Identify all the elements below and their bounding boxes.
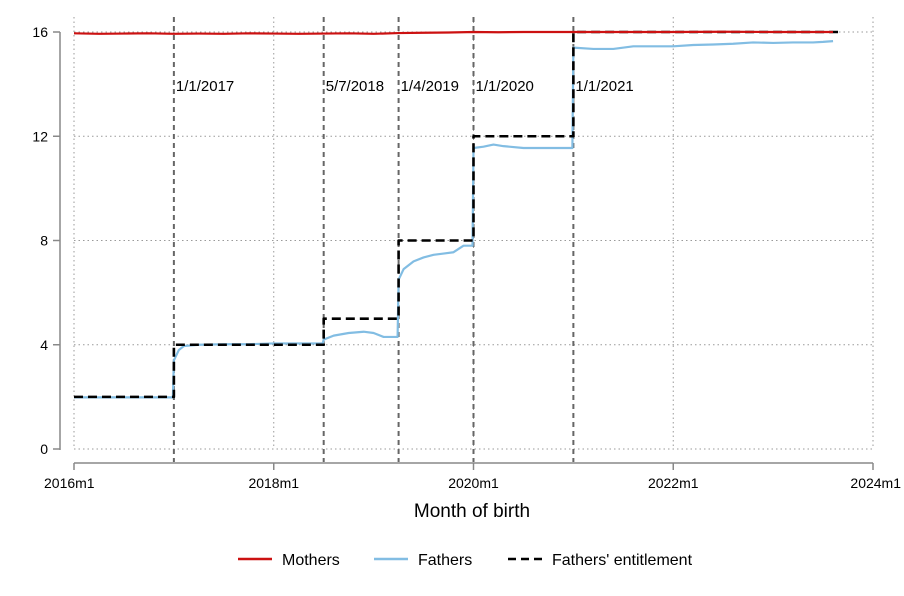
y-tick-label: 4 [40,337,48,353]
y-tick-label: 12 [32,128,48,144]
legend: Mothers Fathers Fathers' entitlement [238,552,693,569]
x-tick-label: 2024m1 [850,475,901,491]
series-line-mothers [73,30,834,35]
x-ticks: 2016m1 2018m1 2020m1 2022m1 2024m1 [44,463,901,491]
x-tick-label: 2018m1 [248,475,299,491]
y-tick-label: 8 [40,233,48,249]
legend-label: Fathers [418,552,472,569]
y-tick-label: 16 [32,24,48,40]
reform-label: 1/4/2019 [401,78,459,95]
x-tick-label: 2016m1 [44,475,95,491]
legend-label: Mothers [282,552,340,569]
reform-label: 1/1/2017 [176,78,234,95]
series-group [73,30,839,399]
y-ticks: 0 4 8 12 16 [32,24,60,457]
x-axis-title: Month of birth [414,501,530,522]
x-tick-label: 2020m1 [448,475,499,491]
reform-label: 5/7/2018 [326,78,384,95]
series-line-fathers-entitlement [74,30,839,399]
x-tick-label: 2022m1 [648,475,699,491]
reform-label: 1/1/2020 [476,78,534,95]
y-tick-label: 0 [40,441,48,457]
reform-label: 1/1/2021 [575,78,633,95]
legend-label: Fathers' entitlement [552,552,693,569]
